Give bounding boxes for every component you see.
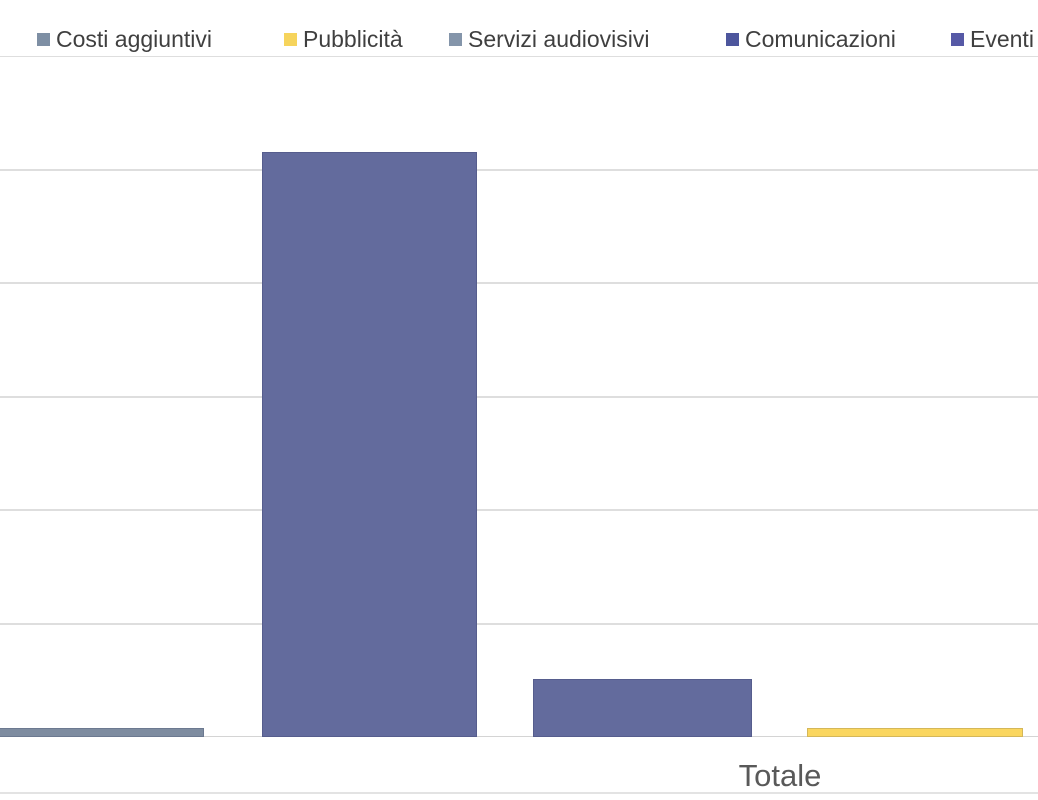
legend-label-eventi: Eventi: [970, 26, 1034, 52]
gridline: [0, 509, 1038, 511]
legend-swatch-costi-aggiuntivi: [37, 33, 50, 46]
legend-swatch-comunicazioni: [726, 33, 739, 46]
legend-item-comunicazioni: Comunicazioni: [726, 26, 896, 53]
legend-label-servizi-audiovisivi: Servizi audiovisivi: [468, 26, 650, 52]
legend-swatch-eventi: [951, 33, 964, 46]
legend-item-costi-aggiuntivi: Costi aggiuntivi: [37, 26, 212, 53]
legend-label-pubblicita: Pubblicità: [303, 26, 403, 52]
gridline: [0, 168, 1038, 171]
legend-label-costi-aggiuntivi: Costi aggiuntivi: [56, 26, 212, 52]
chart-legend: Costi aggiuntivi Pubblicità Servizi audi…: [0, 0, 1038, 56]
gridline: [0, 282, 1038, 284]
chart-bottom-border: [0, 792, 1038, 794]
gridline: [0, 395, 1038, 398]
x-axis-category-label: Totale: [738, 758, 822, 793]
legend-item-servizi-audiovisivi: Servizi audiovisivi: [449, 26, 650, 53]
legend-swatch-pubblicita: [284, 33, 297, 46]
legend-swatch-servizi-audiovisivi: [449, 33, 462, 46]
legend-item-pubblicita: Pubblicità: [284, 26, 403, 53]
legend-label-comunicazioni: Comunicazioni: [745, 26, 896, 52]
plot-area: [0, 56, 1038, 737]
x-axis-baseline: [0, 736, 1038, 737]
bar-eventi: [533, 679, 752, 737]
bar-costi-aggiuntivi: [0, 728, 204, 737]
gridline: [0, 56, 1038, 57]
bar-comunicazioni: [262, 152, 477, 737]
gridline: [0, 622, 1038, 625]
bar-pubblicità: [807, 728, 1023, 737]
legend-item-eventi: Eventi: [951, 26, 1034, 53]
